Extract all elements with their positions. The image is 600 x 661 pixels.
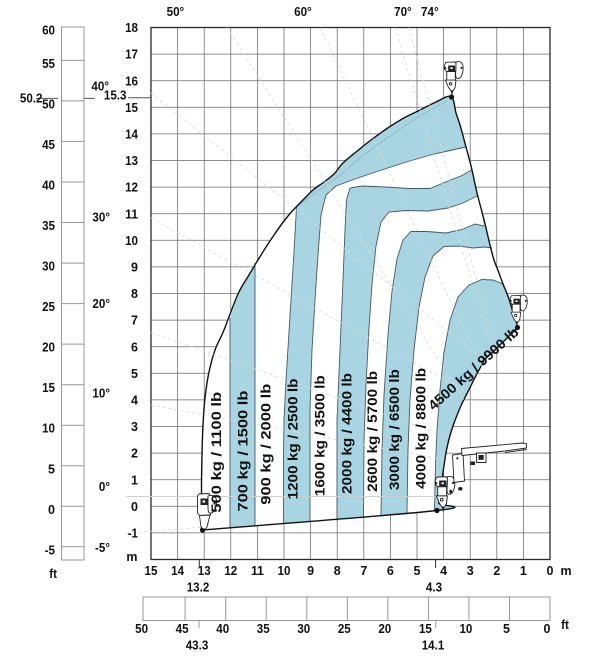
svg-text:10: 10 <box>459 622 472 636</box>
svg-text:30: 30 <box>297 622 310 636</box>
svg-text:20: 20 <box>42 341 55 355</box>
svg-text:1: 1 <box>520 564 527 578</box>
svg-text:-1: -1 <box>128 527 138 541</box>
svg-text:0°: 0° <box>99 480 110 494</box>
svg-text:10°: 10° <box>92 387 110 401</box>
svg-text:12: 12 <box>125 181 138 195</box>
svg-text:6: 6 <box>131 340 138 354</box>
svg-text:0: 0 <box>547 564 554 578</box>
svg-text:3000 kg / 6500 lb: 3000 kg / 6500 lb <box>386 369 402 490</box>
svg-text:35: 35 <box>257 622 270 636</box>
svg-text:20: 20 <box>378 622 391 636</box>
svg-text:13: 13 <box>198 564 211 578</box>
svg-text:45: 45 <box>176 622 189 636</box>
svg-text:40: 40 <box>42 179 55 193</box>
svg-text:14.1: 14.1 <box>422 639 445 653</box>
svg-text:15: 15 <box>42 381 55 395</box>
svg-text:15: 15 <box>419 622 432 636</box>
svg-text:5: 5 <box>131 367 138 381</box>
svg-text:5: 5 <box>503 622 510 636</box>
svg-text:0: 0 <box>544 622 551 636</box>
svg-text:2600 kg / 5700 lb: 2600 kg / 5700 lb <box>364 371 380 492</box>
svg-text:60°: 60° <box>294 5 312 19</box>
svg-text:1600 kg / 3500 lb: 1600 kg / 3500 lb <box>312 375 328 496</box>
svg-text:74°: 74° <box>421 5 439 19</box>
svg-text:5: 5 <box>48 462 55 476</box>
svg-text:6: 6 <box>387 564 394 578</box>
svg-text:-5: -5 <box>45 543 55 557</box>
svg-text:500 kg / 1100 lb: 500 kg / 1100 lb <box>208 392 224 513</box>
svg-text:16: 16 <box>125 74 138 88</box>
svg-text:0: 0 <box>131 500 138 514</box>
svg-text:17: 17 <box>125 48 138 62</box>
svg-text:30: 30 <box>42 260 55 274</box>
svg-text:60: 60 <box>42 24 55 38</box>
svg-text:1200 kg / 2500 lb: 1200 kg / 2500 lb <box>285 379 301 500</box>
svg-text:-5°: -5° <box>95 541 110 555</box>
svg-text:7: 7 <box>360 564 367 578</box>
svg-text:14: 14 <box>125 128 138 142</box>
svg-text:m: m <box>560 564 571 578</box>
svg-text:11: 11 <box>251 564 264 578</box>
svg-text:40°: 40° <box>91 80 109 94</box>
svg-text:25: 25 <box>338 622 351 636</box>
svg-text:10: 10 <box>278 564 291 578</box>
svg-text:10: 10 <box>125 234 138 248</box>
svg-text:2: 2 <box>131 447 138 461</box>
svg-text:4: 4 <box>440 564 447 578</box>
svg-text:55: 55 <box>42 57 55 71</box>
svg-text:35: 35 <box>42 219 55 233</box>
svg-text:43.3: 43.3 <box>186 639 209 653</box>
svg-text:50°: 50° <box>167 5 185 19</box>
svg-text:9: 9 <box>131 261 138 275</box>
svg-text:700 kg / 1500 lb: 700 kg / 1500 lb <box>235 391 251 512</box>
svg-text:14: 14 <box>171 564 184 578</box>
svg-text:8: 8 <box>334 564 341 578</box>
svg-text:900 kg / 2000 lb: 900 kg / 2000 lb <box>258 384 274 505</box>
svg-text:2: 2 <box>493 564 500 578</box>
svg-text:7: 7 <box>131 314 138 328</box>
svg-text:ft: ft <box>49 567 57 581</box>
svg-text:2000 kg / 4400 lb: 2000 kg / 4400 lb <box>339 373 355 494</box>
svg-text:0: 0 <box>48 503 55 517</box>
svg-text:12: 12 <box>224 564 237 578</box>
svg-text:4: 4 <box>131 394 138 408</box>
svg-text:50: 50 <box>135 622 148 636</box>
svg-text:50: 50 <box>42 97 55 111</box>
svg-text:8: 8 <box>131 287 138 301</box>
svg-text:4000 kg / 8800 lb: 4000 kg / 8800 lb <box>413 368 429 489</box>
svg-text:13: 13 <box>125 154 138 168</box>
svg-text:10: 10 <box>42 422 55 436</box>
svg-text:m: m <box>126 550 137 564</box>
svg-text:13.2: 13.2 <box>187 581 210 595</box>
svg-text:30°: 30° <box>92 211 110 225</box>
svg-text:ft: ft <box>561 618 569 632</box>
svg-text:40: 40 <box>216 622 229 636</box>
svg-text:5: 5 <box>414 564 421 578</box>
svg-text:45: 45 <box>42 138 55 152</box>
svg-text:9: 9 <box>307 564 314 578</box>
svg-text:15: 15 <box>145 564 158 578</box>
svg-text:4.3: 4.3 <box>426 581 442 595</box>
svg-text:18: 18 <box>125 21 138 35</box>
svg-text:11: 11 <box>125 207 138 221</box>
svg-text:15: 15 <box>125 101 138 115</box>
svg-text:1: 1 <box>131 473 138 487</box>
svg-text:25: 25 <box>42 300 55 314</box>
svg-text:3: 3 <box>467 564 474 578</box>
svg-text:15.3: 15.3 <box>104 89 127 103</box>
svg-text:20°: 20° <box>92 297 110 311</box>
svg-text:70°: 70° <box>394 5 412 19</box>
svg-text:50.2: 50.2 <box>20 92 43 106</box>
svg-text:3: 3 <box>131 420 138 434</box>
